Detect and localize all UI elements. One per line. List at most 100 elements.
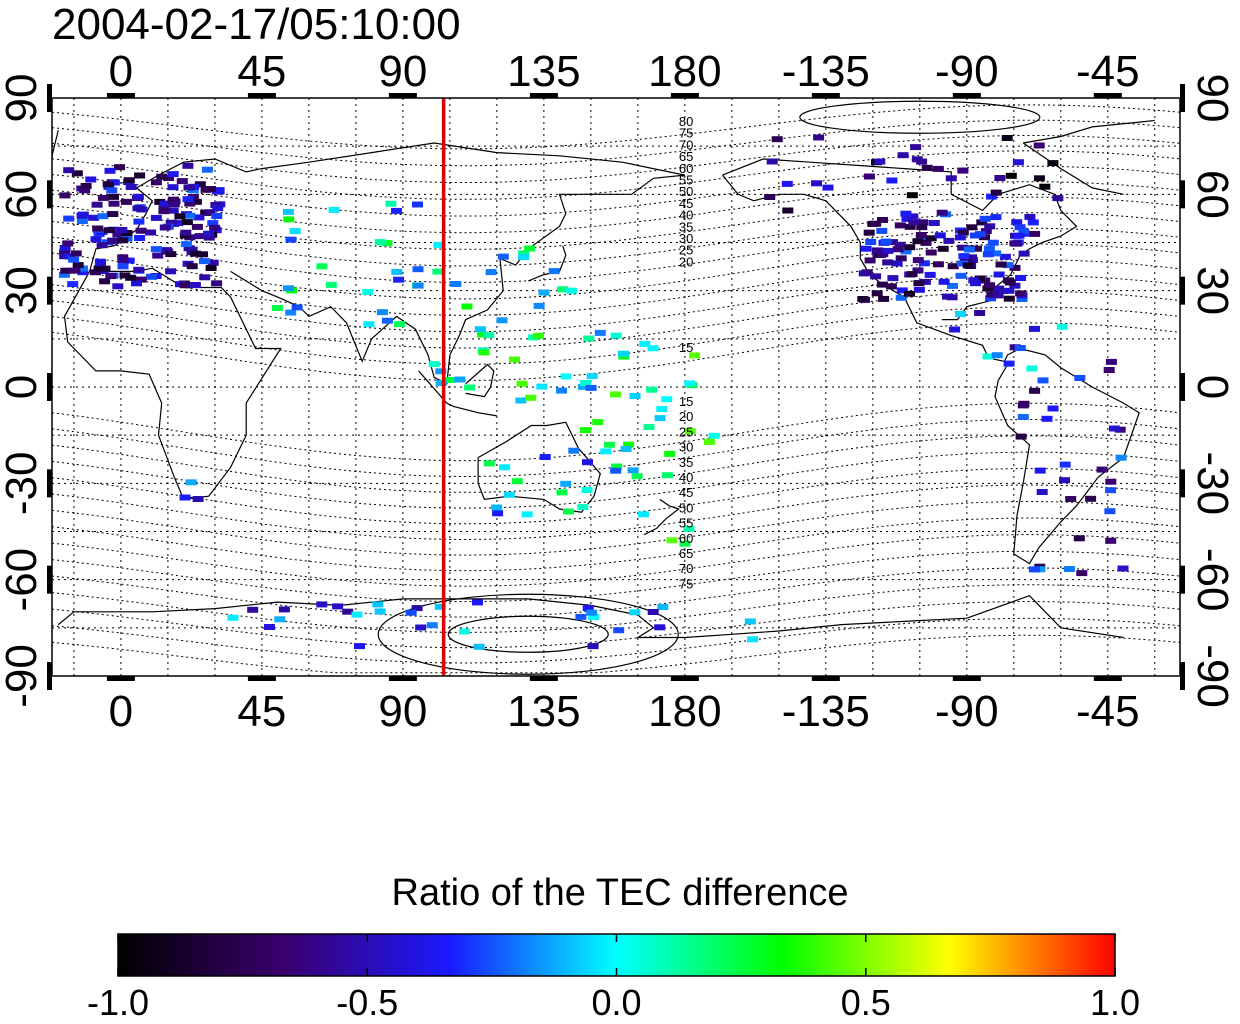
tec-cell — [63, 167, 75, 174]
tec-cell — [1001, 135, 1013, 141]
tec-cell — [968, 277, 980, 284]
tec-cell — [184, 200, 196, 207]
tec-cell — [71, 170, 83, 177]
tec-cell — [897, 152, 909, 159]
tec-cell — [1034, 467, 1046, 474]
tec-cell — [180, 229, 192, 236]
tec-cell — [1074, 375, 1086, 381]
tec-cell — [391, 207, 402, 214]
tec-cell — [285, 236, 297, 243]
tec-cell — [363, 321, 375, 328]
tec-cell — [892, 246, 904, 253]
right-lat-label: 60 — [1188, 170, 1237, 219]
colorbar-tick-label: -0.5 — [336, 982, 399, 1023]
left-lat-label: 90 — [0, 74, 46, 123]
tec-cell — [133, 218, 145, 225]
top-lon-label: -135 — [782, 47, 870, 96]
magnetic-contour — [52, 104, 1180, 150]
tec-cell — [957, 260, 968, 267]
top-lon-label: 90 — [378, 47, 427, 96]
tec-cell — [994, 175, 1006, 181]
tec-cell — [639, 340, 651, 347]
tec-cell — [459, 628, 470, 635]
tec-cell — [285, 309, 297, 316]
tec-cell — [586, 609, 598, 616]
tec-cell — [172, 220, 184, 227]
tec-cell — [813, 134, 825, 141]
tec-cell — [560, 373, 572, 380]
tec-cell — [863, 173, 875, 180]
tec-cell — [391, 268, 403, 275]
tec-cell — [966, 224, 978, 231]
right-tick-bar — [1180, 84, 1185, 112]
tec-cell — [957, 167, 969, 174]
contour-label: 15 — [679, 394, 693, 409]
tec-cell — [539, 454, 551, 460]
tec-cell — [594, 329, 606, 336]
bottom-lon-label: 180 — [648, 687, 721, 736]
tec-cell — [135, 227, 147, 234]
tec-cell — [80, 183, 92, 189]
tec-cell — [274, 616, 286, 623]
tec-cell — [924, 271, 936, 278]
tec-cell — [904, 290, 915, 297]
tec-cell — [936, 209, 948, 216]
tec-cell — [858, 270, 870, 277]
tec-cell — [533, 332, 545, 339]
tec-cell — [664, 450, 676, 457]
right-tick-bar — [1180, 180, 1185, 209]
tec-cell — [203, 234, 215, 241]
tec-cell — [999, 253, 1011, 260]
tec-cell — [190, 250, 201, 257]
tec-cell — [159, 200, 171, 207]
tec-cell — [385, 200, 397, 207]
tec-cell — [168, 201, 180, 208]
tec-cell — [132, 205, 144, 212]
tec-cell — [117, 263, 129, 270]
tec-cell — [957, 229, 969, 236]
tec-cell — [282, 208, 294, 215]
tec-cell — [67, 281, 79, 288]
tec-cell — [76, 218, 88, 224]
tec-cell — [684, 380, 696, 387]
bottom-lon-label: 45 — [237, 687, 286, 736]
tec-cell — [1018, 250, 1030, 257]
tec-cell — [533, 302, 545, 309]
coastline-segment — [63, 267, 282, 501]
tec-cell — [289, 228, 301, 235]
tec-cell — [882, 259, 894, 266]
magnetic-contour — [52, 306, 1180, 365]
tec-cell — [93, 265, 105, 272]
tec-cell — [990, 214, 1002, 221]
colorbar-tick-label: 1.0 — [1089, 982, 1141, 1023]
tec-cell — [919, 278, 931, 285]
tec-cell — [405, 609, 417, 616]
tec-cell — [1096, 466, 1108, 473]
magnetic-contour — [52, 567, 1180, 618]
tec-cell — [92, 225, 104, 232]
tec-cell — [895, 255, 907, 262]
bottom-lon-label: 0 — [109, 687, 133, 736]
magnetic-contour — [52, 322, 1180, 381]
tec-cell — [985, 295, 997, 302]
tec-cell — [1085, 495, 1097, 502]
tec-cell — [119, 272, 131, 279]
tec-cell — [647, 609, 659, 615]
tec-cell — [955, 311, 966, 317]
tec-cell — [150, 246, 162, 253]
tec-cell — [993, 271, 1005, 278]
bottom-tick-bar — [811, 676, 840, 681]
tec-cell — [921, 164, 933, 171]
tec-cell — [199, 274, 211, 281]
tec-cell — [182, 162, 194, 169]
top-tick-bar — [670, 93, 699, 98]
tec-cell — [381, 317, 393, 324]
tec-cell — [971, 245, 982, 252]
colorbar-title: Ratio of the TEC difference — [391, 872, 849, 914]
tec-cell — [271, 305, 283, 311]
tec-cell — [870, 273, 882, 280]
tec-cell — [176, 178, 188, 185]
magnetic-contour — [52, 484, 1180, 541]
tec-cell — [1033, 142, 1045, 149]
tec-cell — [435, 380, 447, 386]
